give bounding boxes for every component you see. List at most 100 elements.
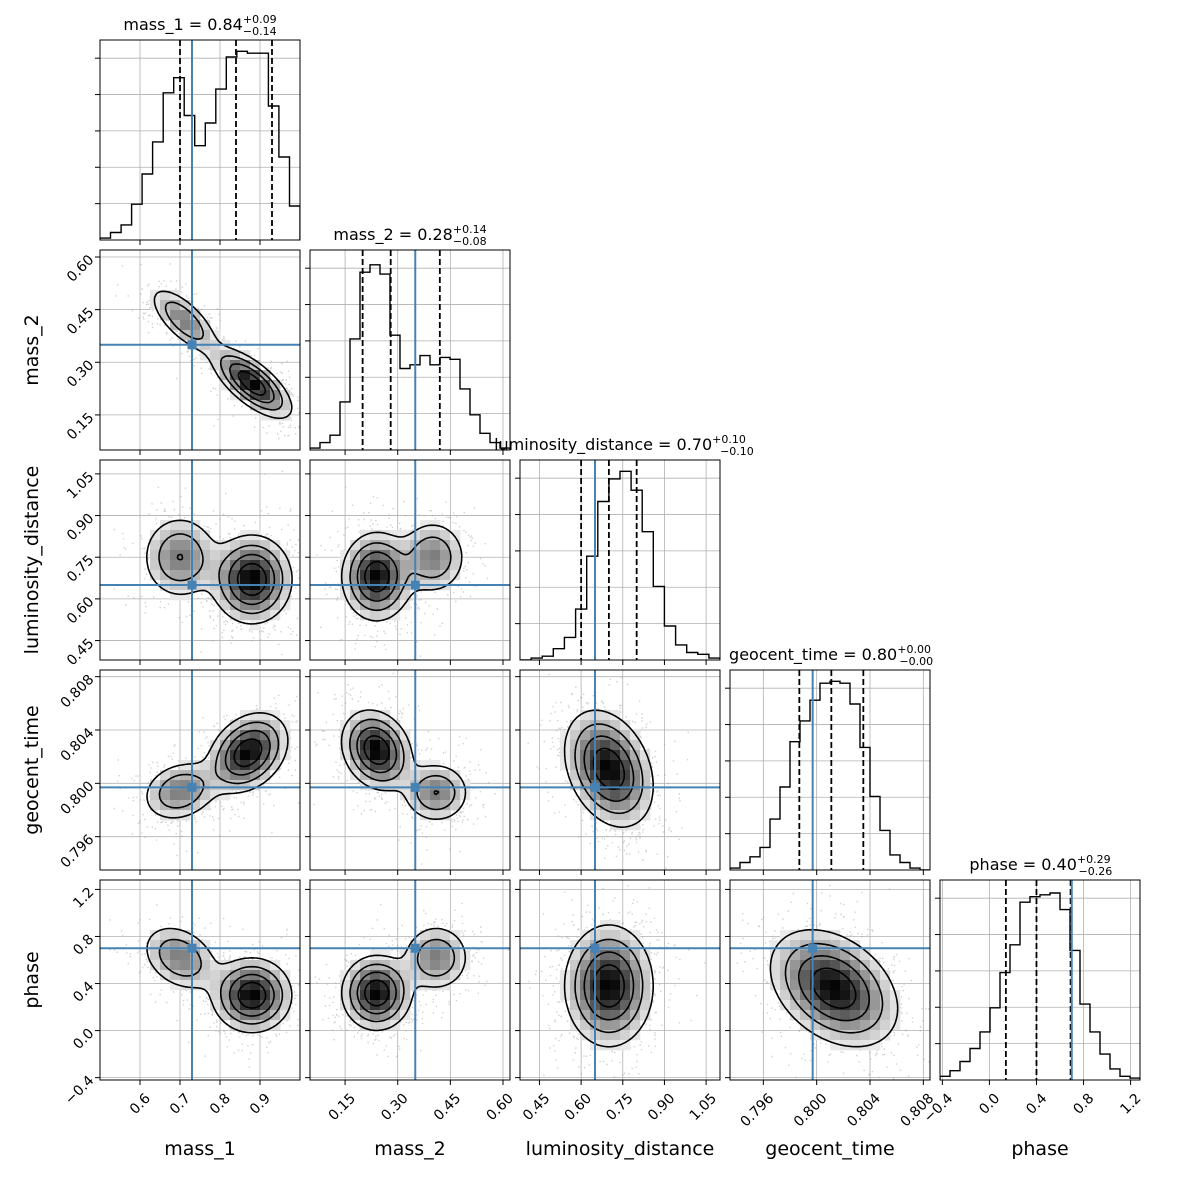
density-cell <box>250 1000 261 1011</box>
contour-line <box>769 928 899 1048</box>
density-cell <box>340 550 351 561</box>
density-cell <box>640 1010 651 1021</box>
density-cell <box>180 330 191 341</box>
density-cell <box>180 320 191 331</box>
contour-line <box>798 955 870 1022</box>
density-cell <box>370 550 381 561</box>
density-cell <box>170 800 181 811</box>
density-cell <box>610 930 621 941</box>
density-cell <box>630 990 641 1001</box>
density-cell <box>770 970 781 981</box>
density-cell <box>340 560 351 571</box>
density-cell <box>270 590 281 601</box>
density-cell <box>270 410 281 421</box>
density-cell <box>840 1010 851 1021</box>
density-cell <box>610 970 621 981</box>
density-cell <box>280 400 291 411</box>
density-cell <box>250 620 261 631</box>
density-cell <box>370 560 381 571</box>
density-cell <box>820 990 831 1001</box>
density-cell <box>240 730 251 741</box>
density-cell <box>860 1000 871 1011</box>
density-cell <box>770 940 781 951</box>
density-cell <box>230 740 241 751</box>
density-cell <box>610 820 621 831</box>
density-cell <box>350 980 361 991</box>
title-value: luminosity_distance = 0.70 <box>494 435 712 455</box>
density-cell <box>280 390 291 401</box>
density-cell <box>620 950 631 961</box>
density-cell <box>810 970 821 981</box>
density-cell <box>810 960 821 971</box>
density-cell <box>240 590 251 601</box>
density-cell <box>380 750 391 761</box>
density-cell <box>370 610 381 621</box>
density-cell <box>810 1020 821 1031</box>
panel-content <box>940 880 1140 1080</box>
title-value: phase = 0.40 <box>969 855 1076 874</box>
truth-marker <box>410 580 420 590</box>
density-cell <box>270 570 281 581</box>
density-cell <box>340 730 351 741</box>
density-cell <box>250 1020 261 1031</box>
density-cell <box>180 550 191 561</box>
density-cell <box>260 380 271 391</box>
truth-marker <box>808 943 818 953</box>
density-cell <box>620 1010 631 1021</box>
density-cell <box>350 750 361 761</box>
panel-content <box>730 670 930 870</box>
y-tick-label: 0.800 <box>58 778 98 818</box>
density-cell <box>230 770 241 781</box>
density-cell <box>190 970 201 981</box>
density-cell <box>600 750 611 761</box>
contour-line <box>228 973 275 1017</box>
contour-line <box>363 735 390 765</box>
density-cell <box>230 990 241 1001</box>
density-cell <box>360 1020 371 1031</box>
density-cell <box>180 940 191 951</box>
density-cell <box>250 730 261 741</box>
density-cell <box>880 1000 891 1011</box>
density-cell <box>790 990 801 1001</box>
density-cell <box>610 730 621 741</box>
density-cell <box>610 740 621 751</box>
panel-title-geocent_time: geocent_time = 0.80+0.00 <box>729 643 931 665</box>
density-cell <box>250 360 261 371</box>
density-cell <box>620 930 631 941</box>
panel-content <box>310 670 510 870</box>
density-cell <box>220 990 231 1001</box>
density-cell <box>240 780 251 791</box>
density-cell <box>220 960 231 971</box>
density-cell <box>580 1020 591 1031</box>
density-cell <box>420 950 431 961</box>
x-tick-label: 0.60 <box>562 1091 595 1124</box>
density-cell <box>610 940 621 951</box>
density-cell <box>250 570 261 581</box>
density-cell <box>240 740 251 751</box>
density-cell <box>170 960 181 971</box>
density-cell <box>580 770 591 781</box>
density-cell <box>220 970 231 981</box>
density-cell <box>620 770 631 781</box>
density-cell <box>160 290 171 301</box>
density-cell <box>800 970 811 981</box>
density-cell <box>220 980 231 991</box>
x-tick-label: 0.60 <box>484 1091 517 1124</box>
contour-line <box>146 519 293 625</box>
contour-line <box>158 938 284 1025</box>
density-cell <box>370 710 381 721</box>
density-cell <box>350 1000 361 1011</box>
density-cell <box>210 980 221 991</box>
density-cell <box>260 1010 271 1021</box>
density-cell <box>220 550 231 561</box>
density-cell <box>440 790 451 801</box>
density-cell <box>450 570 461 581</box>
density-cell <box>840 980 851 991</box>
panel-content <box>100 40 300 240</box>
density-cell <box>570 740 581 751</box>
density-cell <box>210 790 221 801</box>
density-cell <box>860 990 871 1001</box>
density-cell <box>270 1010 281 1021</box>
density-cell <box>190 800 201 811</box>
density-cell <box>830 940 841 951</box>
